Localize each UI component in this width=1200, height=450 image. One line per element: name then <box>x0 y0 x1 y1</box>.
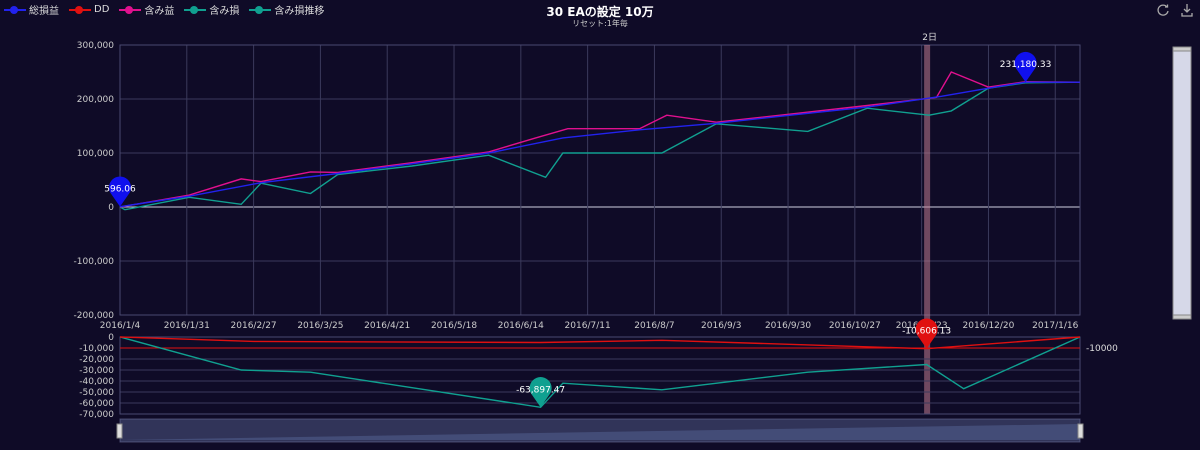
toolbox <box>1156 3 1194 17</box>
threshold-label: -10000 <box>1086 344 1118 354</box>
sub-y-tick-label: -40,000 <box>79 377 114 387</box>
x-tick-label: 2016/9/30 <box>765 321 811 331</box>
pin-label: -63,897.47 <box>516 385 565 395</box>
sub-y-tick-label: -30,000 <box>79 366 114 376</box>
pin-label: 231,180.33 <box>1000 60 1052 70</box>
mark-area-label: 2日 <box>922 32 937 43</box>
plot-frame <box>119 44 1081 316</box>
x-tick-label: 2017/1/16 <box>1032 321 1078 331</box>
legend-swatch <box>249 5 272 15</box>
legend-swatch <box>119 5 142 15</box>
x-tick-label: 2016/2/27 <box>231 321 277 331</box>
x-tick-label: 2016/12/20 <box>963 321 1015 331</box>
x-tick-label: 2016/3/25 <box>297 321 343 331</box>
mark-point: 231,180.33 <box>1000 51 1052 83</box>
legend: 総損益 DD 含み益 含み損 含み損推移 <box>4 2 324 17</box>
y-tick-label: -200,000 <box>74 311 115 321</box>
legend-item-unrealized-loss-trend[interactable]: 含み損推移 <box>249 2 324 17</box>
pin-shape <box>915 318 938 349</box>
legend-swatch <box>69 5 91 15</box>
y-tick-label: 200,000 <box>77 95 114 105</box>
sub-mark-point: -10,606.13 <box>902 318 951 349</box>
download-icon[interactable] <box>1180 3 1194 17</box>
mark-area-band <box>924 45 931 414</box>
sub-y-tick-label: -60,000 <box>79 399 114 409</box>
x-tick-label: 2016/1/31 <box>164 321 210 331</box>
series-dd-line <box>119 336 1081 350</box>
legend-label: 含み損 <box>209 6 240 17</box>
x-tick-label: 2016/8/7 <box>634 321 674 331</box>
legend-item-unrealized-gain[interactable]: 含み益 <box>119 2 174 17</box>
chart-subtitle: リセット:1年毎 <box>572 19 628 28</box>
side-slider-handle-top[interactable] <box>1172 46 1192 52</box>
refresh-icon[interactable] <box>1156 3 1170 17</box>
x-tick-label: 2016/5/18 <box>431 321 477 331</box>
x-tick-label: 2016/4/21 <box>364 321 410 331</box>
sub-plot-frame <box>119 336 1081 415</box>
side-slider-handle-bottom[interactable] <box>1172 314 1192 320</box>
legend-label: 含み損推移 <box>274 6 325 17</box>
pin-shape <box>1014 51 1037 83</box>
datazoom-handle-right[interactable] <box>1077 423 1084 439</box>
datazoom-preview <box>120 424 1080 440</box>
x-tick-label: 2016/10/27 <box>829 321 881 331</box>
sub-y-tick-label: -50,000 <box>79 388 114 398</box>
legend-swatch <box>184 5 207 15</box>
y-tick-label: 0 <box>108 203 114 213</box>
legend-swatch <box>4 5 26 15</box>
sub-y-tick-label: -70,000 <box>79 410 114 420</box>
pin-shape <box>109 176 131 207</box>
y-tick-label: 100,000 <box>77 149 114 159</box>
chart-title: 30 EAの設定 10万 <box>546 5 654 19</box>
x-tick-label: 2016/1/4 <box>100 321 141 331</box>
series-unrealized-loss-trend-line <box>119 81 1081 211</box>
x-tick-label: 2016/6/14 <box>498 321 544 331</box>
mark-point: 596.06 <box>104 176 136 207</box>
y-tick-label: -100,000 <box>74 257 115 267</box>
legend-item-dd[interactable]: DD <box>69 2 109 17</box>
pin-label: 596.06 <box>104 185 136 195</box>
sub-mark-point: -63,897.47 <box>516 377 565 408</box>
series-unrealized-gain-line <box>119 71 1081 208</box>
legend-item-unrealized-loss[interactable]: 含み損 <box>184 2 239 17</box>
y-tick-label: 300,000 <box>77 41 114 51</box>
legend-label: 総損益 <box>29 6 59 17</box>
datazoom-selection[interactable] <box>120 419 1080 442</box>
sub-y-tick-label: 0 <box>108 333 114 343</box>
sub-y-tick-label: -20,000 <box>79 355 114 365</box>
legend-label: DD <box>94 4 110 15</box>
side-slider-track[interactable] <box>1172 49 1192 319</box>
x-tick-label: 2016/7/11 <box>565 321 611 331</box>
pin-shape <box>529 377 552 408</box>
legend-label: 含み益 <box>144 6 175 17</box>
datazoom-handle-left[interactable] <box>116 423 123 439</box>
pin-label: -10,606.13 <box>902 327 951 337</box>
x-tick-label: 2016/9/3 <box>701 321 741 331</box>
series-unrealized-loss-line <box>119 336 1081 409</box>
legend-item-total-pnl[interactable]: 総損益 <box>4 2 59 17</box>
series-total-pnl-line <box>119 81 1080 208</box>
sub-y-tick-label: -10,000 <box>79 344 114 354</box>
